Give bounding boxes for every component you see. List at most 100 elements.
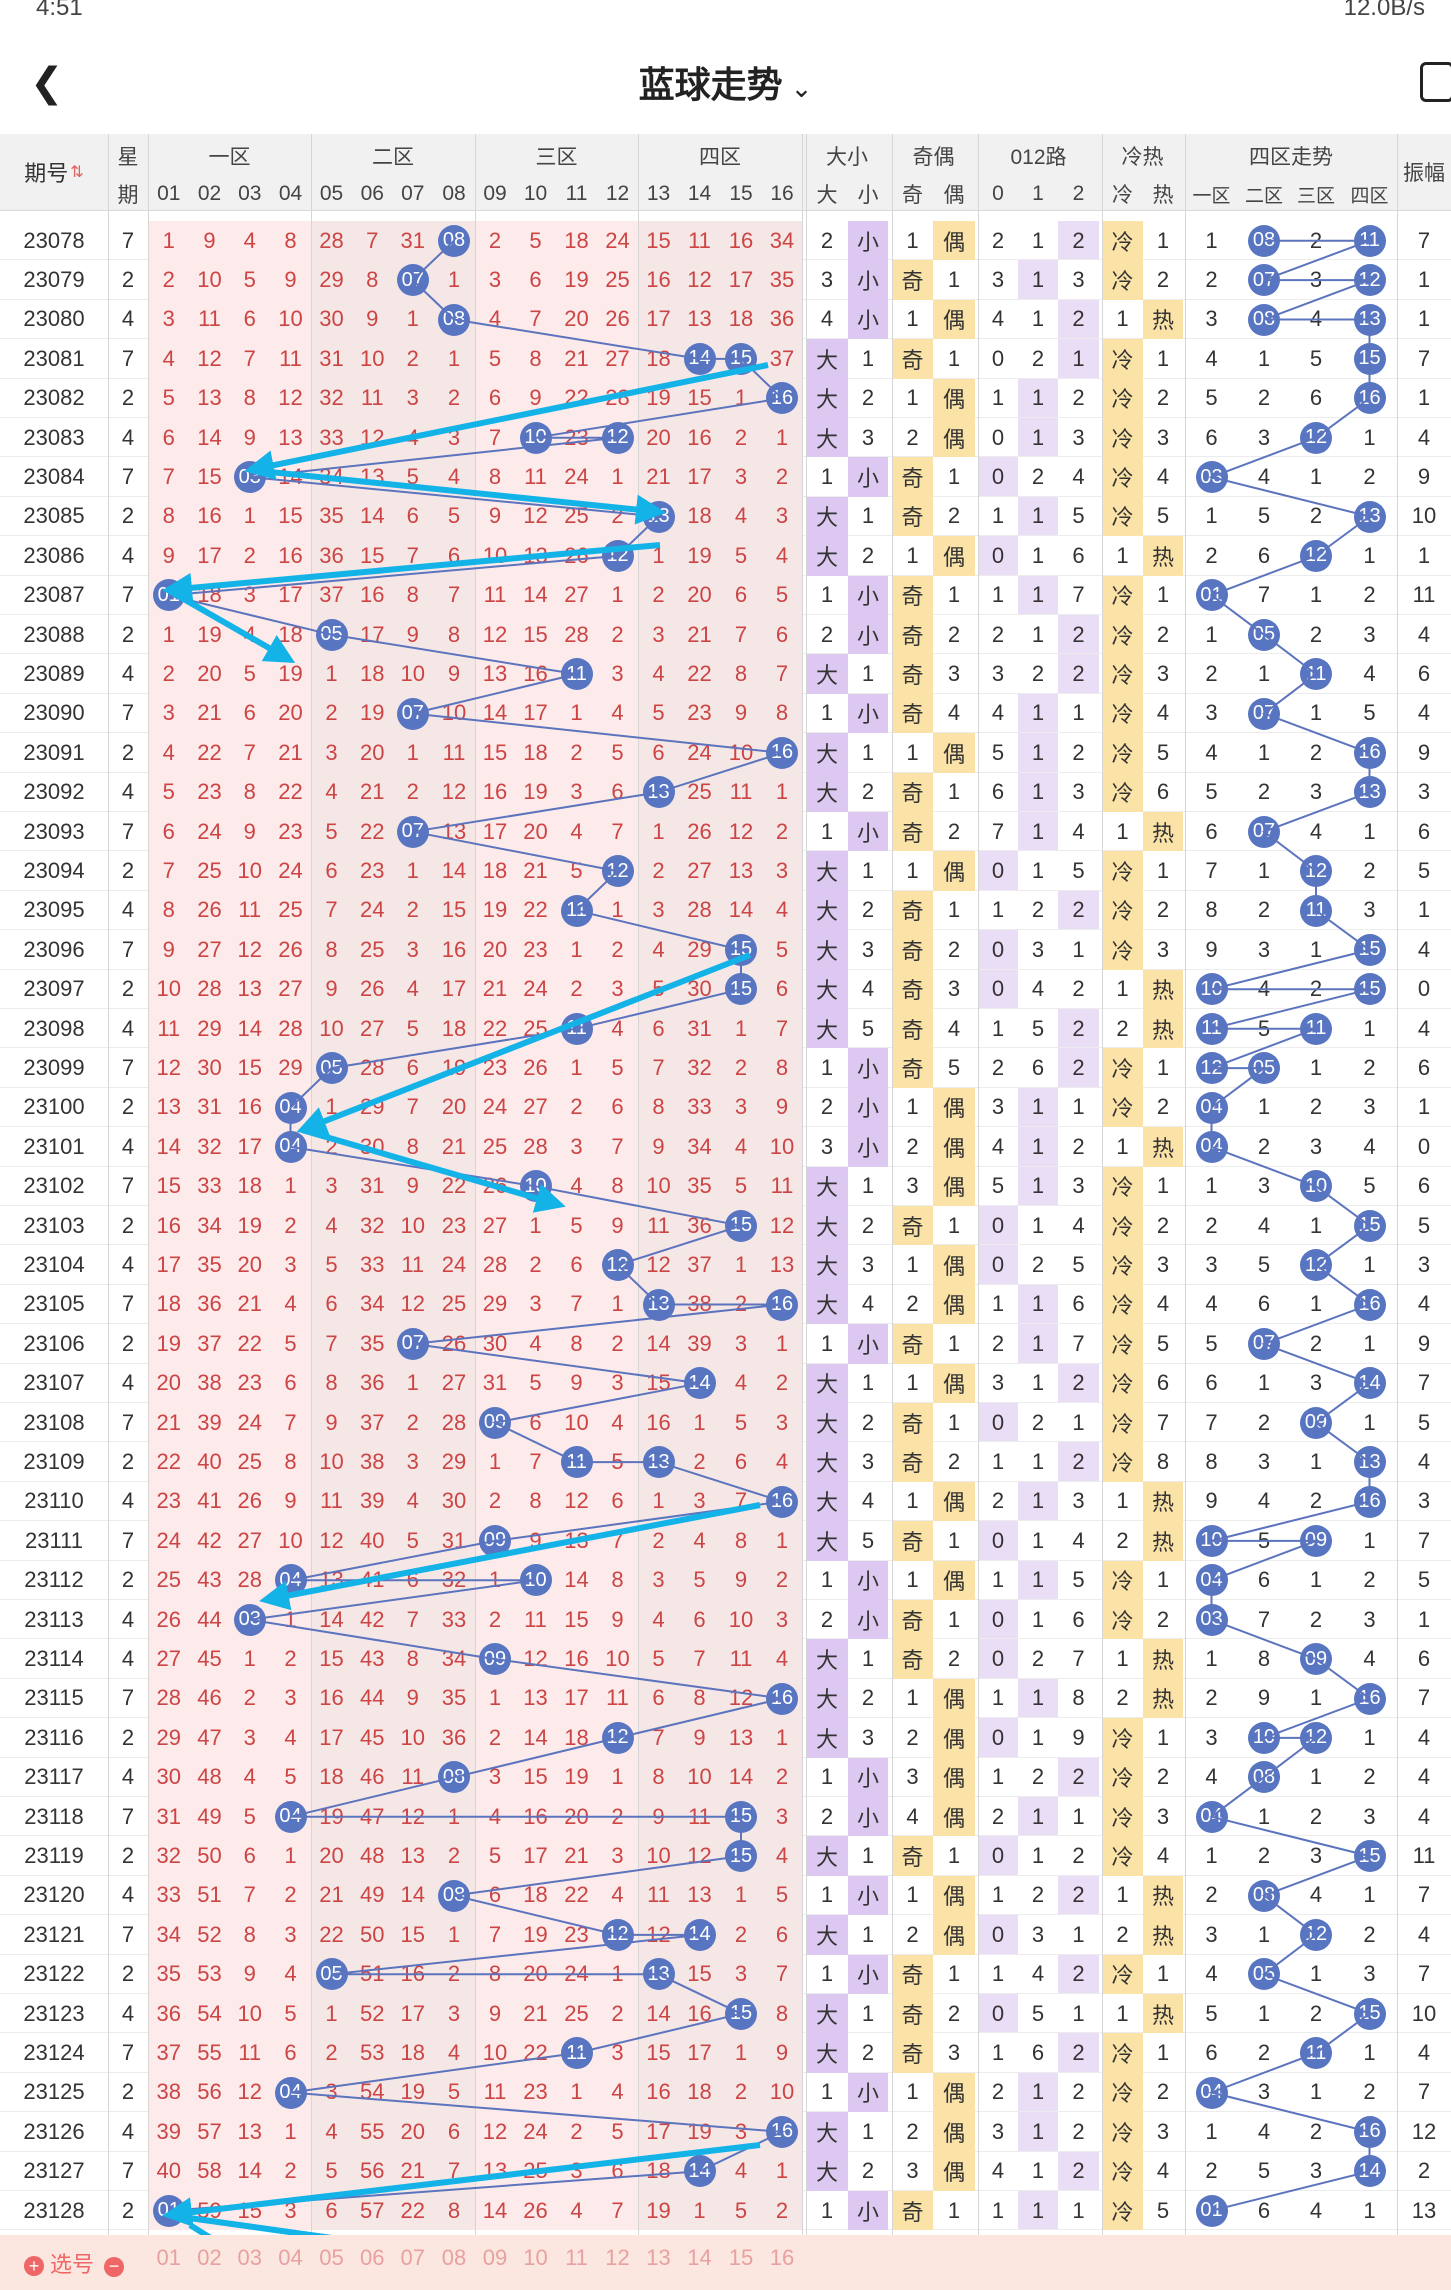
omission-count: 10: [229, 1994, 270, 2034]
cold-hot-hit: 冷: [1102, 772, 1143, 812]
select-number-button[interactable]: 09: [482, 2245, 508, 2270]
omission-count: 27: [475, 1206, 515, 1246]
omission-count: 1: [720, 378, 762, 418]
sort-icon[interactable]: ⇅: [70, 164, 84, 181]
omission-count: 37: [311, 575, 352, 615]
select-number-button[interactable]: 06: [360, 2245, 385, 2270]
omission-count: 8: [392, 1639, 433, 1679]
omission-count: 1: [433, 1797, 475, 1837]
route-012-cell: 6: [1031, 1055, 1045, 1081]
blue-ball-hit: 07: [396, 1327, 429, 1360]
zone-trend-ball: 12: [1353, 264, 1386, 297]
big-small-omission: 1: [820, 1330, 834, 1356]
omission-count: 5: [597, 2112, 638, 2152]
omission-count: 10: [392, 1718, 433, 1758]
omission-count: 4: [597, 2072, 638, 2113]
route-012-cell: 2: [1031, 464, 1045, 490]
omission-count: 12: [475, 2112, 515, 2152]
amplitude-value: 7: [1417, 227, 1431, 253]
select-number-button[interactable]: 04: [278, 2245, 303, 2270]
big-small-hit: 大: [806, 1678, 848, 1719]
omission-count: 14: [229, 2151, 270, 2191]
cold-hot-subheader: 冷: [1112, 184, 1133, 207]
minus-icon[interactable]: −: [104, 2257, 125, 2277]
zone-trend-omission: 6: [1257, 1567, 1271, 1593]
zone-trend-ball: 11: [1300, 658, 1332, 691]
select-number-button[interactable]: 01: [156, 2245, 181, 2270]
big-small-hit: 大: [806, 890, 848, 931]
omission-count: 8: [229, 1915, 270, 1955]
omission-count: 47: [352, 1797, 393, 1837]
page-title[interactable]: 蓝球走势 ⌄: [0, 56, 1451, 108]
omission-count: 3: [638, 890, 679, 931]
omission-count: 1: [515, 1206, 556, 1246]
omission-count: 14: [352, 496, 393, 537]
select-number-button[interactable]: 10: [523, 2245, 548, 2270]
select-number-button[interactable]: 14: [687, 2245, 712, 2270]
omission-count: 9: [475, 1994, 515, 2034]
route-012-cell: 1: [1072, 1803, 1085, 1829]
omission-count: 40: [148, 2151, 190, 2191]
zone-trend-ball: 15: [1353, 933, 1386, 966]
zone-trend-omission: 4: [1205, 739, 1218, 765]
select-number-button[interactable]: 11: [565, 2245, 588, 2270]
omission-count: 4: [270, 1954, 311, 1994]
big-small-hit: 大: [806, 1994, 848, 2034]
omission-count: 6: [720, 1442, 762, 1482]
share-icon[interactable]: [1420, 62, 1451, 102]
omission-count: 31: [679, 1009, 720, 1049]
big-small-omission: 5: [861, 1015, 875, 1041]
zone-trend-omission: 5: [1205, 779, 1218, 805]
blue-ball-hit: 10: [519, 421, 552, 454]
weekday: 7: [121, 1921, 135, 1947]
omission-count: 16: [148, 1206, 190, 1246]
amplitude-value: 10: [1411, 2000, 1437, 2026]
omission-count: 11: [270, 339, 311, 379]
omission-count: 36: [148, 1994, 190, 2034]
omission-count: 12: [638, 1915, 679, 1955]
zone-trend-omission: 6: [1205, 1370, 1218, 1396]
omission-count: 6: [148, 418, 190, 458]
odd-even-hit: 奇: [892, 890, 933, 931]
select-number-button[interactable]: 07: [400, 2245, 425, 2270]
cold-hot-hit: 冷: [1102, 1836, 1143, 1876]
add-icon[interactable]: +: [24, 2256, 44, 2276]
select-number-button[interactable]: 16: [769, 2245, 795, 2270]
odd-even-hit: 偶: [933, 1481, 975, 1522]
route-012-cell: 1: [1031, 306, 1045, 332]
issue-number: 23100: [23, 1094, 85, 1120]
omission-count: 30: [311, 299, 352, 340]
zone-trend-omission: 1: [1363, 542, 1376, 568]
omission-count: 7: [597, 1521, 638, 1561]
select-number-button[interactable]: 02: [197, 2245, 222, 2270]
omission-count: 21: [679, 615, 720, 655]
select-number-button[interactable]: 12: [605, 2245, 630, 2270]
select-number-button[interactable]: 03: [237, 2245, 262, 2270]
omission-count: 2: [148, 260, 190, 300]
issue-number: 23086: [23, 542, 85, 568]
column-divider: [475, 134, 476, 2235]
omission-count: 19: [475, 890, 515, 931]
omission-count: 8: [556, 1324, 597, 1364]
zone-trend-omission: 5: [1363, 1173, 1376, 1199]
zone-trend-ball: 05: [1248, 618, 1280, 651]
omission-count: 12: [679, 1836, 720, 1876]
issue-number: 23101: [23, 1133, 85, 1159]
select-number-button[interactable]: 05: [319, 2245, 344, 2270]
issue-number: 23112: [24, 1567, 84, 1593]
select-number-button[interactable]: 08: [441, 2245, 467, 2270]
cold-hot-omission: 1: [1116, 818, 1129, 844]
big-small-omission: 5: [861, 1527, 875, 1553]
amplitude-value: 7: [1417, 1961, 1431, 1987]
route-012-cell: 2: [991, 621, 1005, 647]
zone-trend-omission: 2: [1309, 976, 1323, 1002]
select-number-button[interactable]: 13: [646, 2245, 671, 2270]
route-012-hit: [978, 1403, 1018, 1443]
omission-count: 20: [515, 812, 556, 852]
select-number-button[interactable]: 15: [728, 2245, 754, 2270]
omission-count: 9: [638, 1127, 679, 1167]
omission-count: 1: [433, 1915, 475, 1955]
back-icon[interactable]: ❮: [30, 61, 64, 105]
cold-hot-hit: 冷: [1102, 1718, 1143, 1758]
issue-header-label[interactable]: 期号: [24, 161, 69, 186]
